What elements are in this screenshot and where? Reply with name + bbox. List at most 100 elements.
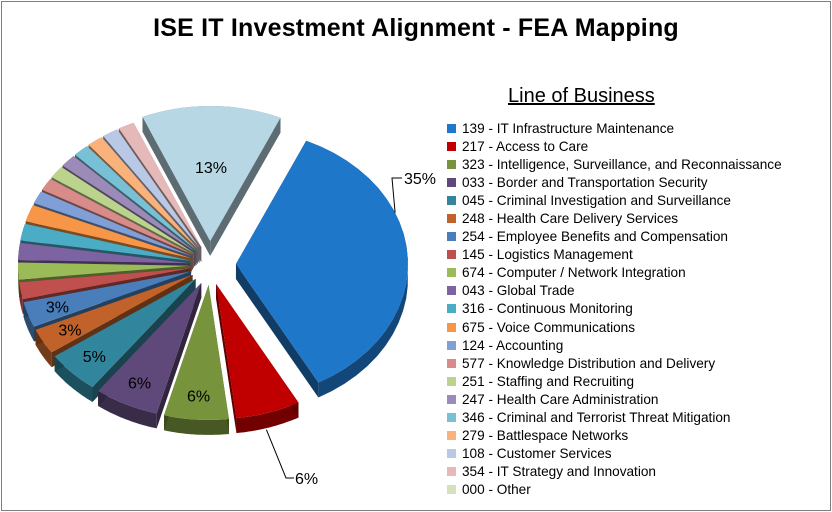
legend-item: 043 - Global Trade bbox=[447, 282, 782, 300]
legend-label: 217 - Access to Care bbox=[462, 138, 589, 154]
pie-slice-top bbox=[62, 156, 196, 252]
pie-slice-top bbox=[118, 122, 202, 248]
pie-slice bbox=[235, 140, 408, 398]
pie-slice-top bbox=[51, 167, 194, 254]
legend-swatch bbox=[447, 449, 456, 459]
legend-item: 139 - IT Infrastructure Maintenance bbox=[447, 119, 782, 137]
legend-item: 316 - Continuous Monitoring bbox=[447, 300, 782, 318]
pie-slice-wall bbox=[216, 284, 237, 434]
slice-label: 6% bbox=[187, 388, 210, 405]
legend-item: 045 - Criminal Investigation and Surveil… bbox=[447, 191, 782, 209]
slice-label: 3% bbox=[46, 300, 69, 317]
legend-label: 108 - Customer Services bbox=[462, 446, 612, 462]
legend-swatch bbox=[447, 467, 456, 477]
legend-swatch bbox=[447, 232, 456, 242]
legend-label: 675 - Voice Communications bbox=[462, 319, 636, 335]
pie-slice-top bbox=[20, 223, 191, 261]
legend-item: 254 - Employee Benefits and Compensation bbox=[447, 228, 782, 246]
legend-label: 251 - Staffing and Recruiting bbox=[462, 373, 635, 389]
legend-item: 279 - Battlespace Networks bbox=[447, 427, 782, 445]
pie-slice-top bbox=[54, 278, 196, 387]
legend-item: 124 - Accounting bbox=[447, 336, 782, 354]
legend-swatch bbox=[447, 141, 456, 151]
pie-slice-top bbox=[33, 191, 193, 257]
pie-slice bbox=[142, 106, 281, 257]
legend-label: 577 - Knowledge Distribution and Deliver… bbox=[462, 355, 716, 371]
slice-label: 6% bbox=[295, 471, 318, 488]
legend-label: 043 - Global Trade bbox=[462, 283, 575, 299]
legend-label: 254 - Employee Benefits and Compensation bbox=[462, 229, 728, 245]
legend-swatch bbox=[447, 286, 456, 296]
pie-slice-top bbox=[18, 262, 191, 280]
pie-slice-top bbox=[18, 242, 191, 264]
slice-label: 6% bbox=[128, 376, 151, 393]
legend-label: 000 - Other bbox=[462, 482, 531, 498]
legend-label: 033 - Border and Transportation Security bbox=[462, 174, 708, 190]
legend-swatch bbox=[447, 250, 456, 260]
legend-label: 248 - Health Care Delivery Services bbox=[462, 211, 679, 227]
pie-slice-side bbox=[18, 262, 19, 295]
pie-slice-top bbox=[88, 137, 199, 249]
legend-label: 247 - Health Care Administration bbox=[462, 391, 659, 407]
legend-swatch bbox=[447, 394, 456, 404]
slice-label: 13% bbox=[195, 160, 227, 177]
legend-label: 323 - Intelligence, Surveillance, and Re… bbox=[462, 156, 782, 172]
pie-slice-top bbox=[35, 274, 193, 353]
pie-slice-side bbox=[98, 391, 157, 429]
legend-swatch bbox=[447, 376, 456, 386]
pie-slice-wall bbox=[235, 263, 319, 398]
legend-swatch bbox=[447, 123, 456, 133]
slice-label: 35% bbox=[404, 171, 436, 188]
legend-item: 675 - Voice Communications bbox=[447, 318, 782, 336]
legend-item: 577 - Knowledge Distribution and Deliver… bbox=[447, 354, 782, 372]
legend-item: 145 - Logistics Management bbox=[447, 246, 782, 264]
pie-slice-top bbox=[23, 271, 192, 327]
legend-swatch bbox=[447, 268, 456, 278]
legend-label: 674 - Computer / Network Integration bbox=[462, 265, 686, 281]
pie-slice-top bbox=[216, 284, 299, 419]
legend-swatch bbox=[447, 177, 456, 187]
pie-slice-side bbox=[54, 356, 93, 402]
legend-swatch bbox=[447, 304, 456, 314]
pie-slice bbox=[216, 284, 299, 434]
legend-label: 139 - IT Infrastructure Maintenance bbox=[462, 120, 675, 136]
pie-slice-wall bbox=[142, 116, 211, 257]
legend-swatch bbox=[447, 214, 456, 224]
legend-swatch bbox=[447, 358, 456, 368]
pie-slice-top bbox=[235, 140, 408, 383]
legend-swatch bbox=[447, 413, 456, 423]
legend-label: 354 - IT Strategy and Innovation bbox=[462, 464, 656, 480]
pie-slice bbox=[98, 282, 202, 429]
legend-item: 000 - Other bbox=[447, 481, 782, 499]
leader-line bbox=[265, 429, 294, 479]
legend-item: 674 - Computer / Network Integration bbox=[447, 264, 782, 282]
legend-item: 354 - IT Strategy and Innovation bbox=[447, 463, 782, 481]
slice-label: 5% bbox=[83, 349, 106, 366]
legend-swatch bbox=[447, 485, 456, 495]
legend-label: 316 - Continuous Monitoring bbox=[462, 301, 633, 317]
pie-slice-top bbox=[103, 129, 200, 248]
legend: 139 - IT Infrastructure Maintenance 217 -… bbox=[447, 119, 782, 499]
legend-swatch bbox=[447, 340, 456, 350]
leader-line bbox=[391, 177, 402, 213]
legend-swatch bbox=[447, 159, 456, 169]
legend-item: 323 - Intelligence, Surveillance, and Re… bbox=[447, 155, 782, 173]
legend-swatch bbox=[447, 195, 456, 205]
pie-slice-top bbox=[25, 205, 192, 259]
pie-slice-top bbox=[19, 268, 191, 300]
legend-item: 248 - Health Care Delivery Services bbox=[447, 209, 782, 227]
chart-title: ISE IT Investment Alignment - FEA Mappin… bbox=[153, 14, 679, 42]
pie-slice bbox=[163, 284, 229, 435]
legend-item: 251 - Staffing and Recruiting bbox=[447, 372, 782, 390]
pie-slice-top bbox=[42, 178, 193, 255]
legend-label: 279 - Battlespace Networks bbox=[462, 428, 629, 444]
pie-slice-top bbox=[164, 284, 229, 420]
pie-slice-wall bbox=[210, 117, 281, 257]
pie-slice-top bbox=[142, 106, 281, 242]
legend-item: 033 - Border and Transportation Security bbox=[447, 173, 782, 191]
pie-slice-side bbox=[164, 415, 229, 435]
legend-item: 108 - Customer Services bbox=[447, 445, 782, 463]
pie-slice-wall bbox=[156, 282, 202, 429]
legend-label: 124 - Accounting bbox=[462, 337, 564, 353]
